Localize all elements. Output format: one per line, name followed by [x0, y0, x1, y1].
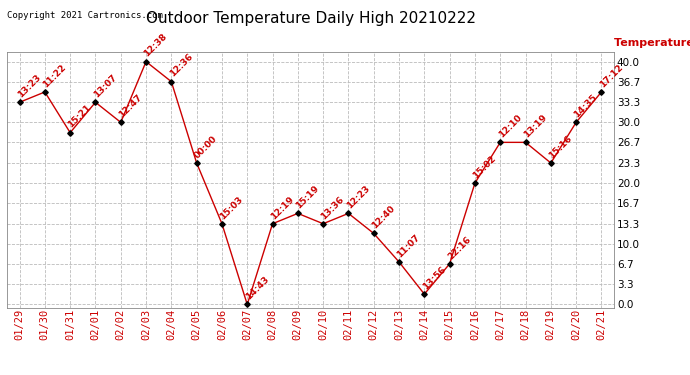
Text: 00:00: 00:00 — [193, 134, 219, 160]
Text: 15:02: 15:02 — [471, 154, 498, 180]
Text: 12:38: 12:38 — [142, 32, 169, 59]
Text: 11:22: 11:22 — [41, 63, 68, 89]
Text: Outdoor Temperature Daily High 20210222: Outdoor Temperature Daily High 20210222 — [146, 11, 475, 26]
Text: 13:19: 13:19 — [522, 113, 549, 140]
Text: Temperature (°F): Temperature (°F) — [614, 38, 690, 48]
Text: 17:12: 17:12 — [598, 63, 624, 89]
Text: 22:16: 22:16 — [446, 234, 473, 261]
Text: 12:10: 12:10 — [497, 113, 523, 140]
Text: 13:36: 13:36 — [319, 194, 346, 221]
Text: 15:19: 15:19 — [294, 184, 321, 211]
Text: Copyright 2021 Cartronics.com: Copyright 2021 Cartronics.com — [7, 11, 163, 20]
Text: 15:16: 15:16 — [547, 134, 574, 160]
Text: 13:07: 13:07 — [92, 73, 119, 99]
Text: 13:56: 13:56 — [421, 265, 447, 291]
Text: 11:07: 11:07 — [395, 232, 422, 259]
Text: 12:23: 12:23 — [345, 184, 371, 211]
Text: 14:43: 14:43 — [244, 275, 270, 302]
Text: 14:35: 14:35 — [573, 93, 599, 120]
Text: 12:19: 12:19 — [269, 194, 295, 221]
Text: 15:03: 15:03 — [218, 194, 245, 221]
Text: 12:40: 12:40 — [370, 204, 397, 231]
Text: 13:23: 13:23 — [16, 73, 43, 99]
Text: 15:21: 15:21 — [66, 103, 93, 130]
Text: 12:36: 12:36 — [168, 52, 195, 79]
Text: 12:47: 12:47 — [117, 93, 144, 120]
